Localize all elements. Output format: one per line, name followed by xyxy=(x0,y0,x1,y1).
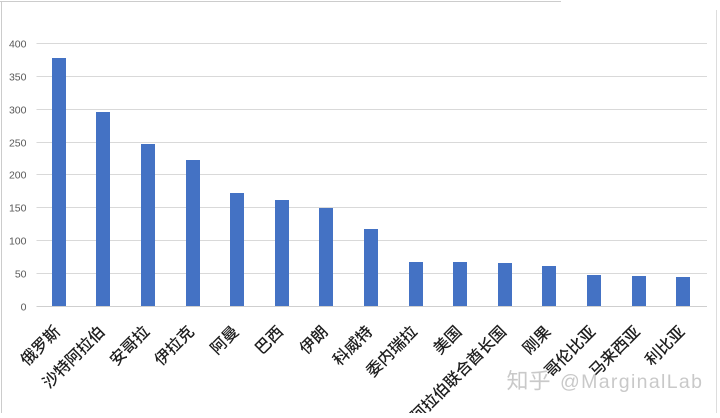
svg-text:200: 200 xyxy=(9,169,27,181)
svg-text:0: 0 xyxy=(21,301,27,313)
svg-text:400: 400 xyxy=(9,38,27,50)
svg-text:@MarginalLab: @MarginalLab xyxy=(560,371,703,393)
svg-text:150: 150 xyxy=(9,202,27,214)
svg-text:100: 100 xyxy=(9,235,27,247)
svg-text:250: 250 xyxy=(9,137,27,149)
svg-text:300: 300 xyxy=(9,104,27,116)
svg-text:50: 50 xyxy=(15,268,27,280)
svg-text:350: 350 xyxy=(9,71,27,83)
